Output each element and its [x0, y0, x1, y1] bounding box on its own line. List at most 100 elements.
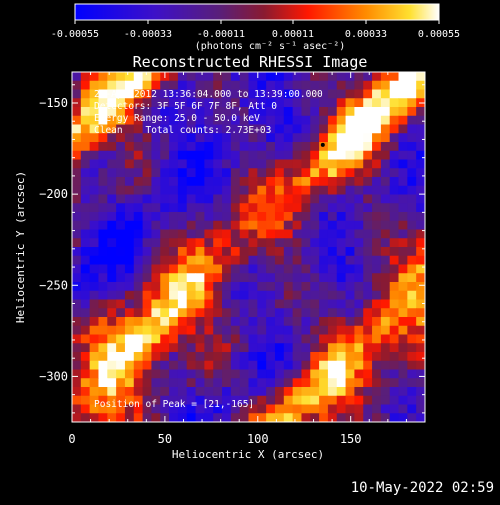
- heatmap-cell: [204, 264, 214, 274]
- heatmap-cell: [416, 387, 425, 397]
- heatmap-cell: [213, 343, 223, 353]
- heatmap-cell: [124, 194, 135, 204]
- heatmap-cell: [416, 360, 425, 370]
- heatmap-cell: [204, 212, 214, 222]
- heatmap-cell: [327, 72, 338, 82]
- colorbar-tick-label: 0.00033: [345, 29, 387, 40]
- heatmap-cell: [372, 115, 382, 125]
- heatmap-cell: [407, 238, 417, 248]
- heatmap-cell: [345, 142, 355, 152]
- heatmap-cell: [195, 264, 205, 274]
- heatmap-cell: [327, 395, 338, 405]
- heatmap-cell: [213, 247, 223, 257]
- heatmap-cell: [98, 185, 108, 195]
- heatmap-cell: [380, 89, 391, 99]
- heatmap-cell: [319, 115, 329, 125]
- heatmap-cell: [98, 80, 108, 90]
- heatmap-cell: [363, 203, 373, 213]
- heatmap-cell: [169, 352, 179, 362]
- heatmap-cell: [169, 282, 179, 292]
- heatmap-cell: [248, 212, 258, 222]
- heatmap-cell: [151, 299, 161, 309]
- heatmap-cell: [283, 185, 294, 195]
- heatmap-cell: [257, 124, 267, 134]
- heatmap-cell: [160, 395, 170, 405]
- heatmap-cell: [363, 404, 373, 414]
- heatmap-cell: [389, 107, 400, 117]
- heatmap-cell: [151, 80, 161, 90]
- heatmap-cell: [372, 247, 382, 257]
- heatmap-cell: [248, 299, 258, 309]
- heatmap-cell: [204, 325, 214, 335]
- heatmap-cell: [292, 395, 302, 405]
- heatmap-cell: [407, 317, 417, 327]
- heatmap-cell: [222, 72, 232, 82]
- heatmap-cell: [160, 98, 170, 108]
- heatmap-cell: [133, 360, 144, 370]
- heatmap-cell: [327, 220, 338, 230]
- heatmap-cell: [151, 255, 161, 265]
- heatmap-cell: [72, 177, 82, 187]
- heatmap-cell: [292, 107, 302, 117]
- heatmap-cell: [354, 273, 364, 283]
- heatmap-cell: [195, 378, 205, 388]
- heatmap-cell: [204, 343, 214, 353]
- heatmap-cell: [142, 308, 152, 318]
- heatmap-cell: [336, 168, 347, 178]
- heatmap-cell: [292, 115, 302, 125]
- heatmap-cell: [398, 387, 408, 397]
- heatmap-cell: [222, 159, 232, 169]
- heatmap-cell: [177, 89, 188, 99]
- heatmap-cell: [248, 334, 258, 344]
- heatmap-cell: [142, 115, 152, 125]
- heatmap-cell: [380, 159, 391, 169]
- heatmap-cell: [257, 255, 267, 265]
- heatmap-cell: [363, 360, 373, 370]
- heatmap-cell: [133, 352, 144, 362]
- heatmap-cell: [186, 177, 197, 187]
- heatmap: [72, 72, 425, 422]
- heatmap-cell: [222, 334, 232, 344]
- heatmap-cell: [142, 142, 152, 152]
- heatmap-cell: [213, 264, 223, 274]
- heatmap-cell: [257, 369, 267, 379]
- peak-position-label: Position of Peak = [21,-165]: [94, 399, 254, 410]
- heatmap-cell: [80, 124, 91, 134]
- heatmap-cell: [160, 317, 170, 327]
- heatmap-cell: [283, 247, 294, 257]
- heatmap-cell: [186, 334, 197, 344]
- heatmap-cell: [266, 159, 276, 169]
- heatmap-cell: [89, 238, 99, 248]
- heatmap-cell: [266, 247, 276, 257]
- heatmap-cell: [177, 352, 188, 362]
- heatmap-cell: [89, 177, 99, 187]
- heatmap-cell: [354, 290, 364, 300]
- heatmap-cell: [389, 334, 400, 344]
- heatmap-cell: [116, 282, 126, 292]
- heatmap-cell: [204, 378, 214, 388]
- heatmap-cell: [72, 220, 82, 230]
- heatmap-cell: [222, 387, 232, 397]
- heatmap-cell: [266, 124, 276, 134]
- heatmap-cell: [407, 168, 417, 178]
- heatmap-cell: [107, 133, 117, 143]
- heatmap-cell: [213, 168, 223, 178]
- heatmap-cell: [160, 238, 170, 248]
- heatmap-cell: [283, 343, 294, 353]
- heatmap-cell: [380, 203, 391, 213]
- heatmap-cell: [204, 299, 214, 309]
- heatmap-cell: [363, 238, 373, 248]
- heatmap-cell: [398, 334, 408, 344]
- heatmap-cell: [274, 290, 285, 300]
- heatmap-cell: [380, 168, 391, 178]
- heatmap-cell: [98, 413, 108, 422]
- heatmap-cell: [116, 317, 126, 327]
- heatmap-cell: [195, 282, 205, 292]
- heatmap-cell: [380, 404, 391, 414]
- heatmap-cell: [133, 299, 144, 309]
- heatmap-cell: [107, 273, 117, 283]
- heatmap-cell: [107, 185, 117, 195]
- heatmap-cell: [248, 308, 258, 318]
- heatmap-cell: [301, 255, 311, 265]
- x-tick-label: 0: [68, 432, 75, 446]
